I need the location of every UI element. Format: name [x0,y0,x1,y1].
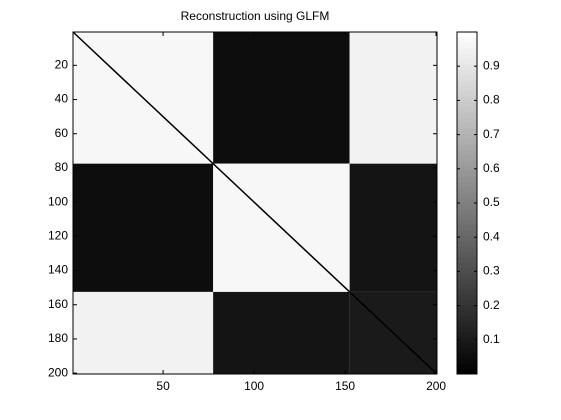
colorbar-cell [457,283,477,289]
colorbar-cell [457,69,477,76]
colorbar-cell [457,80,477,86]
colorbar-tick-label: 0.1 [483,332,500,346]
colorbar-cell [457,197,477,204]
colorbar-cell [457,331,477,338]
heat-block [349,32,437,164]
colorbar-cell [457,256,477,263]
colorbar-cell [457,186,477,193]
x-tick-label: 100 [244,379,264,393]
colorbar-cell [457,235,477,241]
colorbar-cell [457,325,477,332]
colorbar-cell [457,85,477,92]
colorbar-cell [457,277,477,284]
colorbar-cell [457,309,477,316]
axes-box [72,31,438,375]
colorbar-cell [457,192,477,199]
colorbar-cell [457,315,477,322]
y-tick-label: 60 [55,126,69,140]
y-tick-label: 180 [48,331,68,345]
colorbar-cell [457,42,477,49]
y-tick-label: 200 [48,365,68,379]
colorbar-cell [457,219,477,225]
y-tick-label: 100 [48,194,68,208]
x-tick-label: 50 [156,379,170,393]
colorbar-cell [457,352,477,359]
colorbar-tick-label: 0.5 [483,195,500,209]
colorbar-cell [457,160,477,167]
colorbar-cell [457,368,477,375]
colorbar-tick-label: 0.4 [483,229,500,243]
colorbar-cell [457,224,477,231]
colorbar-cell [457,299,477,306]
colorbar-tick-label: 0.2 [483,298,500,312]
colorbar-cell [457,133,477,140]
heat-block [213,291,350,374]
colorbar-cell [457,347,477,354]
colorbar-cell [457,208,477,215]
colorbar-tick-label: 0.9 [483,58,500,72]
colorbar-cell [457,48,477,54]
colorbar-tick-label: 0.6 [483,161,500,175]
colorbar-cell [457,96,477,102]
heat-block [213,32,350,164]
colorbar-cell [457,74,477,81]
colorbar-cell [457,53,477,60]
colorbar-cell [457,251,477,257]
colorbar-cell [457,90,477,97]
y-tick-label: 20 [55,58,69,72]
colorbar-cell [457,144,477,151]
x-tick-label: 200 [426,379,446,393]
colorbar-cell [457,32,477,38]
colorbar-cell [457,267,477,273]
colorbar-cell [457,240,477,247]
colorbar-tick-label: 0.7 [483,127,500,141]
heat-block [73,163,214,292]
colorbar-cell [457,213,477,220]
y-tick-label: 80 [55,160,69,174]
colorbar-tick-label: 0.8 [483,93,500,107]
colorbar-cell [457,58,477,65]
colorbar-cell [457,363,477,370]
colorbar-cell [457,117,477,124]
colorbar-cell [457,112,477,118]
y-tick-label: 40 [55,92,69,106]
colorbar-cell [457,37,477,44]
colorbar-cell [457,122,477,129]
colorbar-cell [457,293,477,300]
chart-title: Reconstruction using GLFM [181,9,330,23]
colorbar-cell [457,320,477,327]
y-tick-label: 160 [48,297,68,311]
colorbar-cell [457,357,477,364]
colorbar-cell [457,101,477,108]
colorbar-cell [457,336,477,343]
y-tick-label: 140 [48,263,68,277]
colorbar-cell [457,64,477,70]
colorbar-cell [457,106,477,113]
heat-block [349,163,437,292]
colorbar-cell [457,245,477,252]
colorbar-cell [457,154,477,161]
colorbar-cell [457,176,477,183]
colorbar-cell [457,170,477,177]
colorbar-cell [457,203,477,209]
y-tick-label: 120 [48,229,68,243]
colorbar-cell [457,128,477,135]
x-tick-label: 150 [335,379,355,393]
colorbar-cell [457,138,477,145]
colorbar-tick-label: 0.3 [483,264,500,278]
colorbar-cell [457,341,477,348]
colorbar-cell [457,149,477,156]
colorbar-cell [457,181,477,188]
heat-block [73,291,214,374]
colorbar-cell [457,165,477,172]
colorbar-cell [457,261,477,268]
colorbar-cell [457,229,477,236]
diagonal [72,31,438,375]
colorbar-cell [457,272,477,279]
colorbar-cell [457,288,477,295]
colorbar-cell [457,304,477,311]
